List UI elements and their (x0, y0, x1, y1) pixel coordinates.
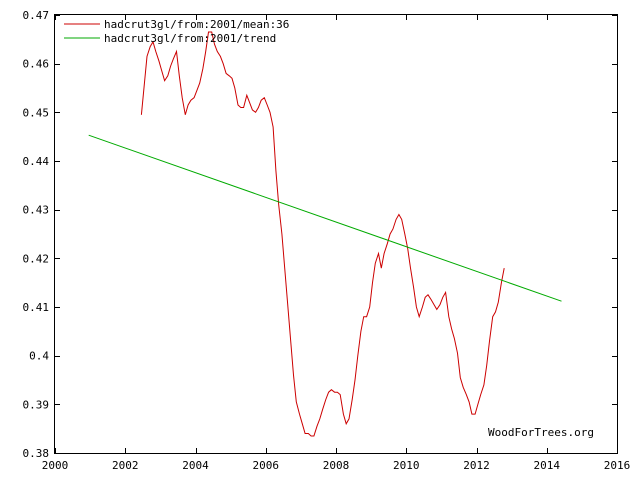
y-tick-label: 0.45 (23, 106, 50, 119)
legend-label-mean: hadcrut3gl/from:2001/mean:36 (104, 18, 289, 31)
series-layer (88, 31, 562, 437)
plot-frame (54, 14, 618, 454)
x-tick-label: 2012 (463, 459, 490, 472)
x-tick-label: 2004 (182, 459, 209, 472)
y-tick-label: 0.4 (29, 350, 49, 363)
legend: hadcrut3gl/from:2001/mean:36 hadcrut3gl/… (64, 18, 289, 45)
series-line-trend (88, 134, 562, 302)
credit-label: WoodForTrees.org (488, 426, 594, 439)
ticks-layer: 2000 2002 2004 2006 2008 2010 2012 2014 2016 0.38… (23, 9, 631, 472)
legend-label-trend: hadcrut3gl/from:2001/trend (104, 32, 276, 45)
x-tick-label: 2016 (604, 459, 631, 472)
x-tick-label: 2014 (534, 459, 561, 472)
y-tick-label: 0.39 (23, 398, 50, 411)
series-line-mean (140, 31, 505, 437)
x-tick-label: 2000 (42, 459, 69, 472)
x-tick-label: 2006 (253, 459, 280, 472)
x-tick-label: 2008 (323, 459, 350, 472)
x-tick-label: 2002 (112, 459, 139, 472)
y-tick-label: 0.41 (23, 301, 50, 314)
y-tick-label: 0.47 (23, 9, 50, 22)
y-tick-label: 0.43 (23, 204, 50, 217)
y-tick-label: 0.44 (23, 155, 50, 168)
x-tick-label: 2010 (393, 459, 420, 472)
y-tick-label: 0.42 (23, 252, 50, 265)
y-tick-label: 0.38 (23, 447, 50, 460)
y-tick-label: 0.46 (23, 58, 50, 71)
